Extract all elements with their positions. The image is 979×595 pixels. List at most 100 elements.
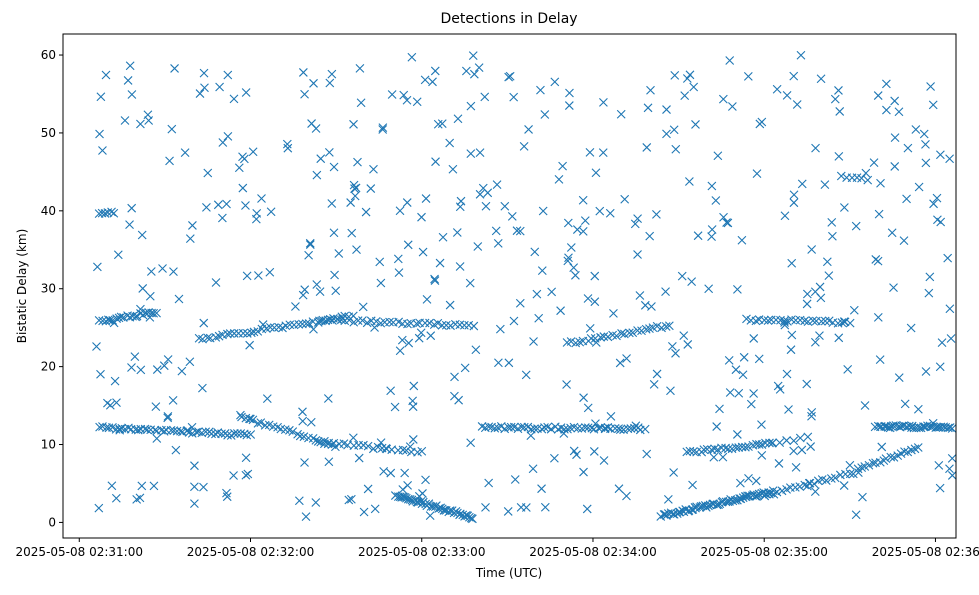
detection-marker <box>113 250 123 260</box>
detection-marker <box>465 278 475 288</box>
detection-marker <box>943 423 953 433</box>
detection-marker <box>421 194 431 203</box>
detection-marker <box>722 218 731 227</box>
detection-marker <box>599 456 609 465</box>
detection-marker <box>408 435 418 444</box>
detection-marker <box>105 400 115 410</box>
detection-marker <box>911 125 921 134</box>
detection-marker <box>889 283 898 293</box>
detection-marker <box>521 370 531 380</box>
detection-marker <box>223 430 232 440</box>
detection-marker <box>469 69 479 79</box>
detection-marker <box>789 198 799 208</box>
detection-marker <box>538 206 548 216</box>
detection-marker <box>590 271 600 281</box>
detection-marker <box>810 287 820 297</box>
detection-marker <box>202 202 211 212</box>
detection-marker <box>690 502 700 512</box>
detection-marker <box>329 228 339 238</box>
detection-marker <box>921 139 930 149</box>
detection-marker <box>622 354 631 363</box>
detection-marker <box>282 139 292 149</box>
detection-marker <box>349 119 358 129</box>
detection-marker <box>661 322 671 331</box>
detection-marker <box>266 207 276 217</box>
detection-marker <box>95 422 104 432</box>
detection-marker <box>571 270 580 280</box>
detection-marker <box>149 481 159 491</box>
detection-marker <box>874 209 884 219</box>
detection-marker <box>301 319 311 328</box>
detection-marker <box>537 484 546 494</box>
detection-marker <box>583 294 593 303</box>
x-axis-label: Time (UTC) <box>475 566 542 580</box>
detection-marker <box>158 264 167 273</box>
detection-marker <box>598 148 608 158</box>
detection-marker <box>123 76 133 85</box>
detection-marker <box>248 147 258 157</box>
detection-marker <box>109 318 119 328</box>
detection-marker <box>935 362 945 372</box>
detection-marker <box>845 469 855 479</box>
detection-marker <box>517 422 527 432</box>
detection-marker <box>437 320 447 330</box>
detection-marker <box>348 433 358 443</box>
detection-marker <box>839 317 849 326</box>
detection-marker <box>633 326 642 335</box>
detection-marker <box>376 278 386 288</box>
detection-marker <box>521 503 531 512</box>
detection-marker <box>583 403 593 413</box>
detection-marker <box>685 70 695 80</box>
detection-marker <box>534 313 544 323</box>
detection-marker <box>775 384 785 394</box>
detection-marker <box>304 250 314 260</box>
detection-marker <box>218 138 228 147</box>
detection-marker <box>749 389 759 398</box>
detection-marker <box>787 258 797 268</box>
detection-marker <box>734 388 744 398</box>
detection-marker <box>723 218 733 228</box>
detection-marker <box>947 453 957 463</box>
detection-marker <box>379 466 389 476</box>
y-tick-label: 40 <box>41 204 56 218</box>
detection-marker <box>550 453 559 463</box>
detection-marker <box>873 256 883 266</box>
detection-marker <box>125 61 135 71</box>
detection-marker <box>417 446 427 456</box>
detection-marker <box>821 476 831 485</box>
detection-marker <box>229 429 239 438</box>
detection-marker <box>833 318 843 328</box>
detection-marker <box>609 309 618 318</box>
detection-marker <box>294 496 304 506</box>
detection-marker <box>806 442 816 451</box>
detection-marker <box>311 435 321 445</box>
x-tick-label: 2025-05-08 02:33:00 <box>358 545 485 559</box>
detection-marker <box>929 199 938 209</box>
detection-marker <box>130 352 140 361</box>
detection-marker <box>580 216 590 225</box>
detection-marker <box>253 418 263 428</box>
detection-marker <box>137 481 147 491</box>
detection-marker <box>321 316 330 326</box>
detection-marker <box>515 298 525 308</box>
detection-marker <box>298 319 307 329</box>
detection-marker <box>937 338 947 348</box>
detection-marker <box>820 316 830 326</box>
detection-marker <box>780 211 790 221</box>
detection-marker <box>190 482 199 492</box>
detection-marker <box>589 447 599 456</box>
detection-marker <box>935 483 945 493</box>
detection-marker <box>575 337 585 347</box>
detection-marker <box>358 302 368 312</box>
detection-marker <box>679 331 689 340</box>
detection-marker <box>586 334 596 343</box>
detection-marker <box>669 125 679 135</box>
detection-marker <box>455 262 465 271</box>
detection-marker <box>315 287 325 297</box>
detection-marker <box>460 363 470 373</box>
detection-marker <box>881 79 891 89</box>
detection-marker <box>830 94 840 104</box>
detection-marker <box>780 318 789 327</box>
detection-marker <box>145 313 155 322</box>
detection-marker <box>881 454 891 463</box>
